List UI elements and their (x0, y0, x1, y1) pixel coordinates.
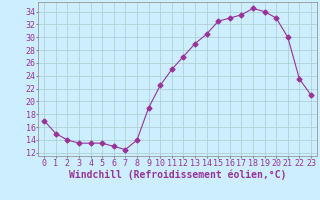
X-axis label: Windchill (Refroidissement éolien,°C): Windchill (Refroidissement éolien,°C) (69, 169, 286, 180)
